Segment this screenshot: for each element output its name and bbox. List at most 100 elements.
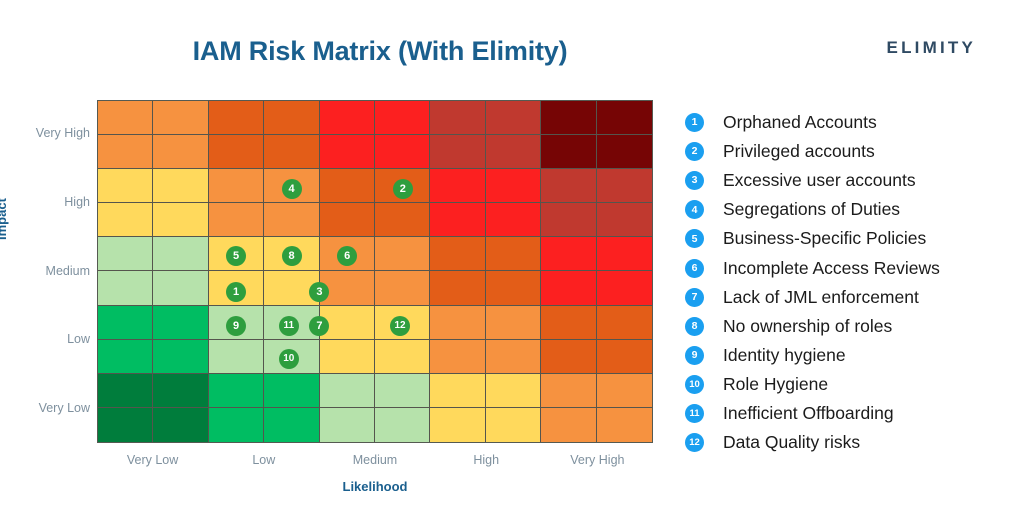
risk-marker-8[interactable]: 8 — [281, 246, 302, 267]
matrix-cell — [319, 407, 375, 442]
matrix-cell — [430, 339, 486, 374]
matrix-cell — [375, 407, 431, 442]
matrix-cell — [153, 305, 209, 340]
legend-item[interactable]: 4 Segregations of Duties — [685, 195, 1015, 224]
matrix-cell — [98, 101, 154, 136]
legend-badge-6: 6 — [685, 258, 704, 278]
matrix-cell — [596, 305, 652, 340]
matrix-cell — [541, 237, 597, 272]
risk-marker-4[interactable]: 4 — [281, 179, 302, 200]
legend-item[interactable]: 5 Business-Specific Policies — [685, 224, 1015, 253]
legend-item-label: Privileged accounts — [723, 141, 875, 162]
risk-marker-9[interactable]: 9 — [226, 316, 246, 337]
legend-badge-9: 9 — [685, 345, 704, 365]
risk-marker-10[interactable]: 10 — [278, 348, 299, 369]
matrix-cell — [541, 135, 597, 170]
y-tick-label: Low — [67, 332, 90, 347]
matrix-cell — [541, 373, 597, 408]
matrix-cell — [153, 135, 209, 170]
risk-marker-1[interactable]: 1 — [226, 282, 246, 303]
legend-item[interactable]: 8 No ownership of roles — [685, 312, 1015, 341]
matrix-cell — [375, 101, 431, 136]
matrix-cell — [485, 169, 542, 204]
matrix-cell — [98, 339, 154, 374]
legend-badge-5: 5 — [685, 229, 704, 249]
matrix-cell — [319, 101, 375, 136]
legend-item[interactable]: 9 Identity hygiene — [685, 341, 1015, 370]
matrix-cell — [264, 407, 320, 442]
legend-item[interactable]: 11 Inefficient Offboarding — [685, 399, 1015, 428]
matrix-cell — [98, 203, 154, 238]
matrix-cell — [485, 135, 542, 170]
matrix-cell — [485, 407, 542, 442]
matrix-cell — [541, 169, 597, 204]
risk-marker-7[interactable]: 7 — [309, 316, 330, 337]
matrix-cell — [541, 271, 597, 306]
legend-badge-2: 2 — [685, 142, 704, 162]
legend-item[interactable]: 10 Role Hygiene — [685, 370, 1015, 399]
matrix-cell — [430, 305, 486, 340]
matrix-cell — [208, 203, 265, 238]
y-tick-label: Very Low — [38, 400, 90, 415]
legend-item-label: Segregations of Duties — [723, 199, 901, 220]
risk-marker-2[interactable]: 2 — [392, 179, 413, 200]
legend-badge-10: 10 — [685, 374, 704, 394]
x-tick-label: Medium — [352, 453, 398, 467]
matrix-cell — [98, 237, 154, 272]
x-tick-label: Low — [252, 453, 276, 467]
legend-item[interactable]: 2 Privileged accounts — [685, 137, 1015, 166]
legend-badge-1: 1 — [685, 113, 704, 133]
risk-marker-5[interactable]: 5 — [226, 246, 246, 267]
matrix-cell — [319, 305, 375, 340]
legend-item-label: No ownership of roles — [723, 315, 893, 336]
legend-item[interactable]: 3 Excessive user accounts — [685, 166, 1015, 195]
matrix-cell — [375, 135, 431, 170]
matrix-cell — [541, 101, 597, 136]
legend-item[interactable]: 7 Lack of JML enforcement — [685, 283, 1015, 312]
legend-item-label: Role Hygiene — [723, 373, 829, 394]
legend-badge-7: 7 — [685, 287, 704, 307]
matrix-cell — [153, 339, 209, 374]
matrix-cell — [375, 237, 431, 272]
matrix-cell — [264, 101, 320, 136]
matrix-cell — [541, 339, 597, 374]
legend-item[interactable]: 1 Orphaned Accounts — [685, 108, 1015, 137]
matrix-cell — [153, 101, 209, 136]
x-tick-label: High — [473, 453, 500, 467]
matrix-cell — [208, 373, 265, 408]
elimity-logo: ELIMITY — [886, 38, 976, 57]
legend-item[interactable]: 6 Incomplete Access Reviews — [685, 253, 1015, 282]
matrix-cell — [596, 271, 652, 306]
legend-badge-11: 11 — [685, 403, 704, 423]
matrix-cell — [319, 135, 375, 170]
legend-item[interactable]: 12 Data Quality risks — [685, 428, 1015, 457]
matrix-cell — [375, 373, 431, 408]
risk-marker-12[interactable]: 12 — [390, 316, 411, 337]
matrix-cell — [430, 407, 486, 442]
legend-item-label: Orphaned Accounts — [723, 112, 877, 133]
matrix-cell — [430, 271, 486, 306]
legend-item-label: Excessive user accounts — [723, 170, 916, 191]
risk-marker-11[interactable]: 11 — [278, 316, 299, 337]
matrix-cell — [596, 135, 652, 170]
matrix-cell — [375, 203, 431, 238]
matrix-cell — [208, 339, 265, 374]
x-tick-label: Very Low — [126, 453, 179, 467]
matrix-cell — [264, 373, 320, 408]
matrix-cell — [596, 237, 652, 272]
page-title: IAM Risk Matrix (With Elimity) — [192, 36, 568, 66]
matrix-cell — [98, 169, 154, 204]
risk-marker-6[interactable]: 6 — [337, 246, 358, 267]
matrix-cell — [485, 339, 542, 374]
risk-marker-3[interactable]: 3 — [309, 282, 330, 303]
legend-badge-3: 3 — [685, 171, 704, 191]
matrix-cell — [485, 203, 542, 238]
matrix-cell — [430, 203, 486, 238]
matrix-cell — [153, 237, 209, 272]
legend-badge-8: 8 — [685, 316, 704, 336]
matrix-cell — [98, 135, 154, 170]
legend-badge-12: 12 — [685, 433, 704, 453]
matrix-cell — [596, 339, 652, 374]
matrix-cell — [596, 101, 652, 136]
matrix-cell — [375, 271, 431, 306]
